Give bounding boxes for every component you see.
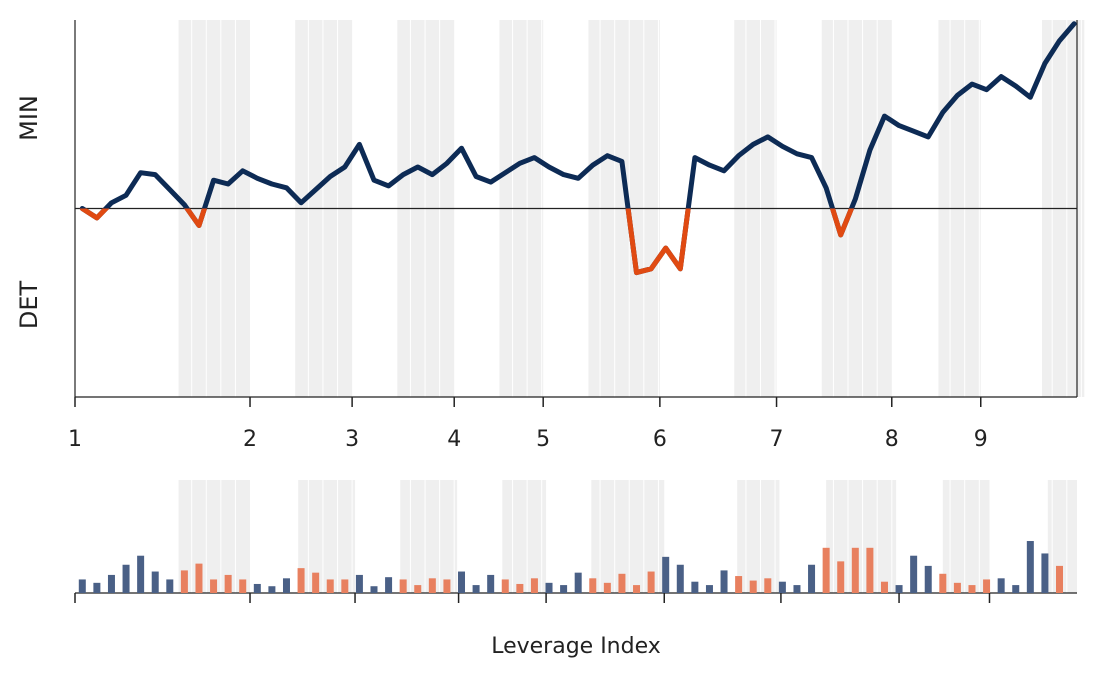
bar [735,576,743,593]
y-label-top: MIN [15,95,43,141]
bar [385,577,393,593]
bar [793,585,801,593]
bar [910,555,918,593]
bar [589,578,597,593]
bar [866,547,874,593]
bar [968,585,976,593]
bar [501,579,509,593]
bar [151,571,159,593]
bar [822,547,830,593]
bar [633,585,641,593]
bar [574,572,582,593]
bar [662,556,670,593]
bar [720,570,728,593]
bar [997,578,1005,593]
x-axis-label: Leverage Index [491,634,661,659]
bar [93,582,101,593]
bar [487,574,495,593]
bar [560,585,568,593]
bar [253,583,261,593]
bar [297,568,305,593]
bar [472,585,480,593]
bar [676,564,684,593]
line-series [79,21,1077,276]
shaded-band [502,480,547,593]
bar [618,573,626,593]
bar [837,561,845,593]
shaded-band [400,480,458,593]
bar [691,581,699,593]
y-label-bottom: DET [15,281,43,330]
bar [224,574,232,593]
bar [603,582,611,593]
bar [326,579,334,593]
bar [939,573,947,593]
x-tick-label: 3 [345,427,359,452]
bar [399,579,407,593]
bar [107,574,115,593]
x-tick-label: 4 [447,427,461,452]
bar [268,586,276,593]
shaded-band [826,480,897,593]
bar [851,547,859,593]
bar [166,579,174,593]
bar [210,579,218,593]
bar [458,571,466,593]
bar [78,579,86,593]
x-tick-label: 6 [653,427,667,452]
shaded-band [178,480,251,593]
bar [880,581,888,593]
shaded-band [737,480,780,593]
x-tick-label: 7 [770,427,784,452]
bar [749,580,757,593]
bar [137,555,145,593]
bar [341,579,349,593]
bar [895,585,903,593]
bar [195,563,203,593]
shaded-band [298,480,356,593]
bar [953,582,961,593]
x-tick-label: 9 [974,427,988,452]
bar [180,570,188,593]
bar [239,579,247,593]
x-tick-label: 1 [68,427,82,452]
bar [516,583,524,593]
bar [312,572,320,593]
bar [530,578,538,593]
bar [778,581,786,593]
x-tick-label: 5 [536,427,550,452]
bar [428,578,436,593]
bar [443,579,451,593]
x-tick-label: 8 [885,427,899,452]
bar [414,585,422,593]
bar [370,586,378,593]
bar [983,579,991,593]
bar [924,565,932,593]
x-tick-label: 2 [243,427,257,452]
bar [1055,565,1063,593]
bar [1012,585,1020,593]
bar [1026,541,1034,593]
bar [355,574,363,593]
bar [1041,553,1049,593]
bar [705,585,713,593]
bar [545,582,553,593]
bar [122,564,130,593]
bar [764,578,772,593]
bar [282,578,290,593]
bar [808,564,816,593]
bar [647,571,655,593]
